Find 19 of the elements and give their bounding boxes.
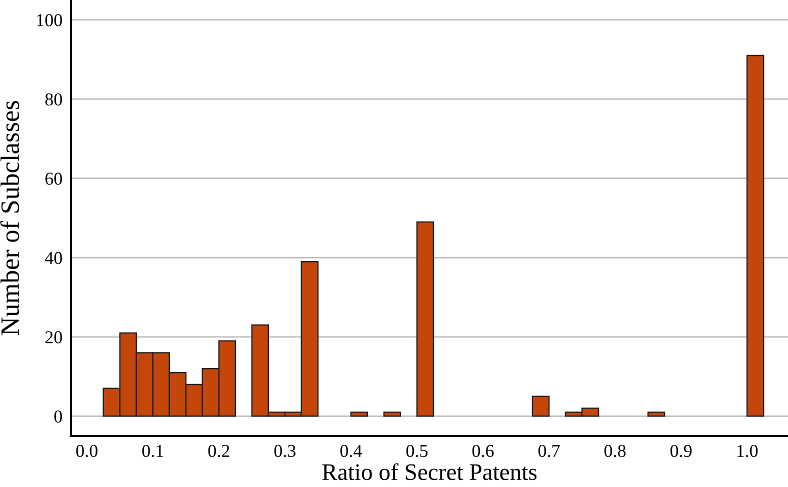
x-tick-label: 0.0 [76,444,98,458]
y-tick-label: 0 [54,410,62,423]
y-axis-title: Number of Subclasses [0,100,20,336]
x-tick-label: 0.1 [142,444,164,458]
x-tick-label: 0.4 [340,444,362,458]
y-tick-label: 100 [37,14,62,26]
y-tick-label: 60 [45,172,62,185]
y-tick-label: 20 [45,331,62,344]
x-tick-label: 1.0 [737,444,758,458]
x-axis-title: Ratio of Secret Patents [322,463,537,480]
x-tick-label: 0.9 [670,444,692,458]
y-tick-label: 80 [45,93,62,106]
x-tick-label: 0.3 [274,444,296,458]
x-tick-label: 0.6 [472,444,494,458]
x-tick-label: 0.2 [208,444,230,458]
x-tick-label: 0.5 [406,444,428,458]
x-tick-label: 0.8 [604,444,626,458]
y-tick-label: 40 [44,252,62,264]
x-tick-label: 0.7 [538,444,560,458]
